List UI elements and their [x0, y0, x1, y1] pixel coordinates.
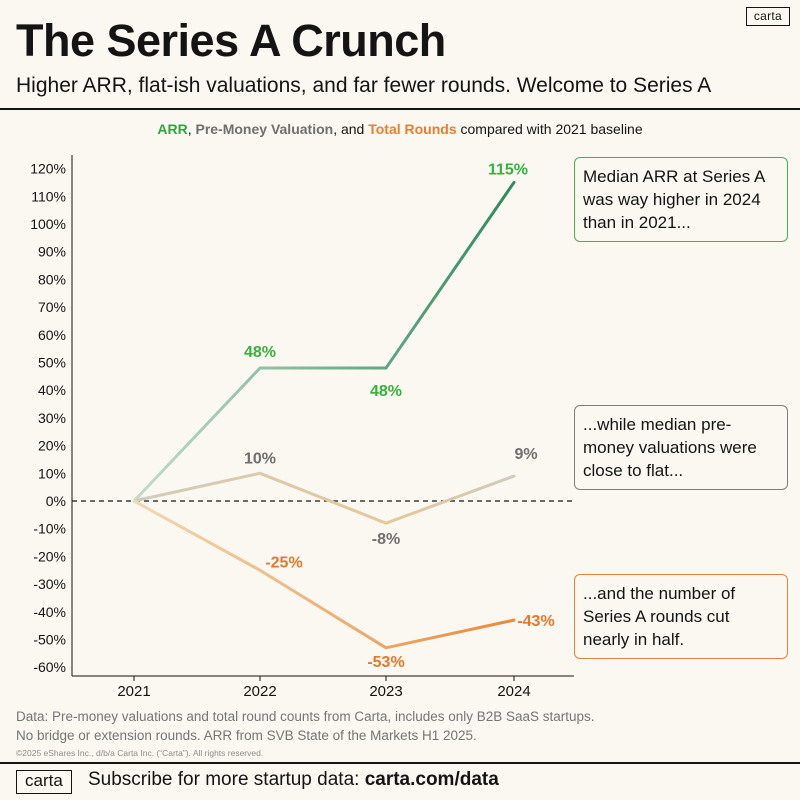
chart-subtitle: Higher ARR, flat-ish valuations, and far…: [16, 74, 712, 97]
annotation-valuation: ...while median pre-money valuations wer…: [574, 405, 788, 490]
legend-arr: ARR: [157, 121, 188, 137]
data-label-rounds: -43%: [517, 613, 554, 630]
y-tick-label: 0%: [46, 493, 66, 509]
header-divider: [0, 108, 800, 110]
footer-link[interactable]: carta.com/data: [364, 769, 499, 790]
x-axis: 2021 2022 2023 2024: [72, 500, 574, 700]
y-tick-label: 120%: [30, 161, 66, 177]
y-tick-label: 10%: [38, 465, 66, 481]
copyright: ©2025 eShares Inc., d/b/a Carta Inc. (“C…: [16, 748, 264, 758]
data-label-arr: 48%: [244, 344, 276, 361]
carta-logo: carta: [745, 7, 790, 26]
y-tick-label: 70%: [38, 299, 66, 315]
data-label-arr: 48%: [370, 383, 402, 400]
data-label-rounds: -25%: [265, 554, 302, 571]
legend-sep-1: ,: [187, 121, 196, 137]
legend-rounds: Total Rounds: [368, 121, 457, 137]
series-line-arr: [132, 180, 516, 503]
footer-logo: carta: [16, 770, 72, 794]
x-tick-label: 2023: [369, 683, 402, 700]
source-note: Data: Pre-money valuations and total rou…: [16, 707, 595, 745]
y-axis: 120% 110% 100% 90% 80% 70% 60% 50% 40% 30% 20% 10% 0…: [30, 155, 73, 676]
data-labels: 48% 48% 115% 10% -8% 9% -25% -53% -43%: [244, 161, 555, 670]
footer-divider: [0, 762, 800, 764]
y-tick-label: 40%: [38, 382, 66, 398]
annotation-rounds: ...and the number of Series A rounds cut…: [574, 574, 788, 659]
series-line-valuation: [132, 471, 516, 525]
y-tick-label: -10%: [33, 521, 66, 537]
y-tick-label: 90%: [38, 244, 66, 260]
series-lines: [132, 180, 516, 650]
data-label-arr: 115%: [488, 161, 528, 178]
source-line-1: Data: Pre-money valuations and total rou…: [16, 709, 595, 724]
y-tick-label: 110%: [31, 188, 66, 204]
y-tick-label: 30%: [38, 410, 66, 426]
x-tick-label: 2024: [497, 683, 530, 700]
y-tick-label: -20%: [33, 548, 66, 564]
footer-cta: Subscribe for more startup data: carta.c…: [88, 768, 499, 792]
line-chart: 120% 110% 100% 90% 80% 70% 60% 50% 40% 30% 20% 10% 0…: [30, 155, 574, 700]
x-tick-label: 2022: [243, 683, 276, 700]
annotation-arr: Median ARR at Series A was way higher in…: [574, 157, 788, 242]
y-tick-label: -30%: [33, 576, 66, 592]
data-label-valuation: -8%: [372, 531, 400, 548]
y-tick-label: 20%: [38, 438, 66, 454]
footer-text: Subscribe for more startup data:: [88, 769, 365, 790]
data-label-rounds: -53%: [367, 654, 404, 671]
series-line-rounds: [132, 499, 516, 650]
y-tick-label: 80%: [38, 271, 66, 287]
source-line-2: No bridge or extension rounds. ARR from …: [16, 728, 477, 743]
y-tick-label: -50%: [33, 632, 66, 648]
chart-title: The Series A Crunch: [16, 15, 446, 66]
legend-valuation: Pre-Money Valuation: [195, 121, 334, 137]
legend-caption: ARR, Pre-Money Valuation, and Total Roun…: [0, 121, 800, 137]
y-tick-label: -60%: [33, 659, 66, 675]
legend-sep-2: , and: [333, 121, 369, 137]
data-label-valuation: 10%: [244, 450, 276, 467]
y-tick-label: 100%: [30, 216, 66, 232]
x-tick-label: 2021: [117, 683, 150, 700]
y-tick-label: 50%: [38, 355, 66, 371]
data-label-valuation: 9%: [514, 446, 537, 463]
y-tick-label: -40%: [33, 604, 66, 620]
y-tick-label: 60%: [38, 327, 66, 343]
legend-rest: compared with 2021 baseline: [456, 121, 643, 137]
